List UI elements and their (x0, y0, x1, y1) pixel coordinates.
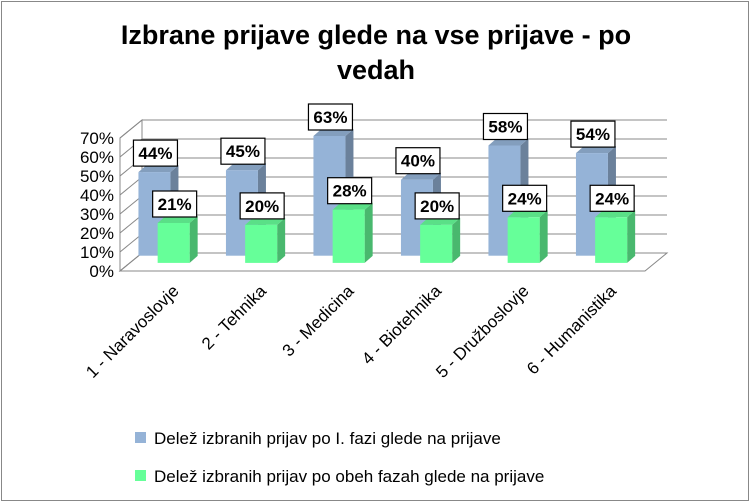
bar-top (313, 129, 354, 136)
data-label: 58% (488, 118, 522, 137)
bar (595, 217, 628, 263)
legend-label-series-2: Delež izbranih prijav po obeh fazah gled… (154, 467, 544, 486)
bar-side (277, 217, 286, 263)
bar (157, 223, 190, 263)
category-label: 2 - Tehnika (198, 281, 270, 353)
data-label: 44% (138, 144, 172, 163)
y-tick-label: 10% (80, 243, 114, 262)
data-labels: 44% 21% 45% 20% 63% 28% 40% 20% 58% 24% 54% 24% (132, 103, 635, 220)
data-label: 21% (158, 195, 192, 214)
data-label: 24% (508, 189, 542, 208)
y-axis-ticks: 0%10%20%30%40%50%60%70% (80, 129, 114, 281)
data-label: 20% (245, 197, 279, 216)
bar-top (488, 138, 529, 146)
data-label-box (414, 192, 460, 220)
y-tick-label: 20% (80, 224, 114, 243)
data-label-box (327, 177, 373, 205)
legend: Delež izbranih prijav po I. fazi glede n… (135, 429, 544, 486)
bar (420, 224, 453, 263)
category-label: 4 - Biotehnika (358, 281, 445, 368)
bar-side (452, 217, 461, 263)
bar-side (364, 202, 373, 263)
y-tick-label: 40% (80, 186, 114, 205)
bar-top (157, 216, 198, 223)
bar-side (539, 210, 548, 263)
chart-title-line-2: vedah (337, 55, 415, 85)
data-label-box (502, 184, 548, 212)
y-tick-label: 0% (89, 262, 114, 281)
bar-top (507, 210, 548, 218)
data-label-box (482, 112, 529, 141)
data-label-box (307, 103, 354, 131)
data-label-box (239, 192, 285, 220)
category-label: 6 - Humanistika (523, 281, 620, 378)
bar-top (575, 146, 616, 154)
bar-top (225, 163, 266, 171)
category-label: 5 - Družboslovje (432, 281, 532, 381)
data-label-box (152, 190, 198, 218)
legend-label-series-1: Delež izbranih prijav po I. fazi glede n… (154, 429, 501, 448)
category-labels: 1 - Naravoslovje 2 - Tehnika 3 - Medicina 4… (82, 281, 620, 382)
bar-top (595, 210, 636, 218)
data-label-box (220, 137, 266, 165)
bar-top (138, 165, 179, 173)
bar-top (420, 217, 461, 225)
bar (245, 224, 278, 263)
bar-top (400, 172, 441, 180)
data-label-box (570, 120, 616, 148)
chart-title: Izbrane prijave glede na vse prijave - p… (121, 20, 631, 85)
data-label: 40% (401, 152, 435, 171)
data-label: 54% (576, 125, 610, 144)
y-tick-label: 70% (80, 129, 114, 148)
data-label-box (132, 139, 179, 167)
bar-top (245, 217, 286, 225)
y-tick-label: 60% (80, 148, 114, 167)
y-tick-label: 50% (80, 167, 114, 186)
data-label: 28% (333, 182, 367, 201)
data-label: 63% (313, 108, 347, 127)
category-label: 3 - Medicina (279, 281, 358, 360)
bar-side (627, 210, 636, 263)
y-tick-label: 30% (80, 205, 114, 224)
chart-title-line-1: Izbrane prijave glede na vse prijave - p… (121, 20, 631, 50)
data-label: 45% (226, 142, 260, 161)
bar-side (189, 216, 198, 263)
data-label-box (589, 184, 635, 212)
bar (332, 209, 365, 263)
legend-swatch-series-1 (135, 432, 146, 443)
data-label-box (395, 147, 441, 175)
data-label: 20% (420, 197, 454, 216)
bar-top (332, 202, 373, 210)
bar (507, 217, 540, 263)
data-label: 24% (595, 189, 629, 208)
legend-swatch-series-2 (135, 470, 146, 481)
category-label: 1 - Naravoslovje (82, 281, 182, 381)
